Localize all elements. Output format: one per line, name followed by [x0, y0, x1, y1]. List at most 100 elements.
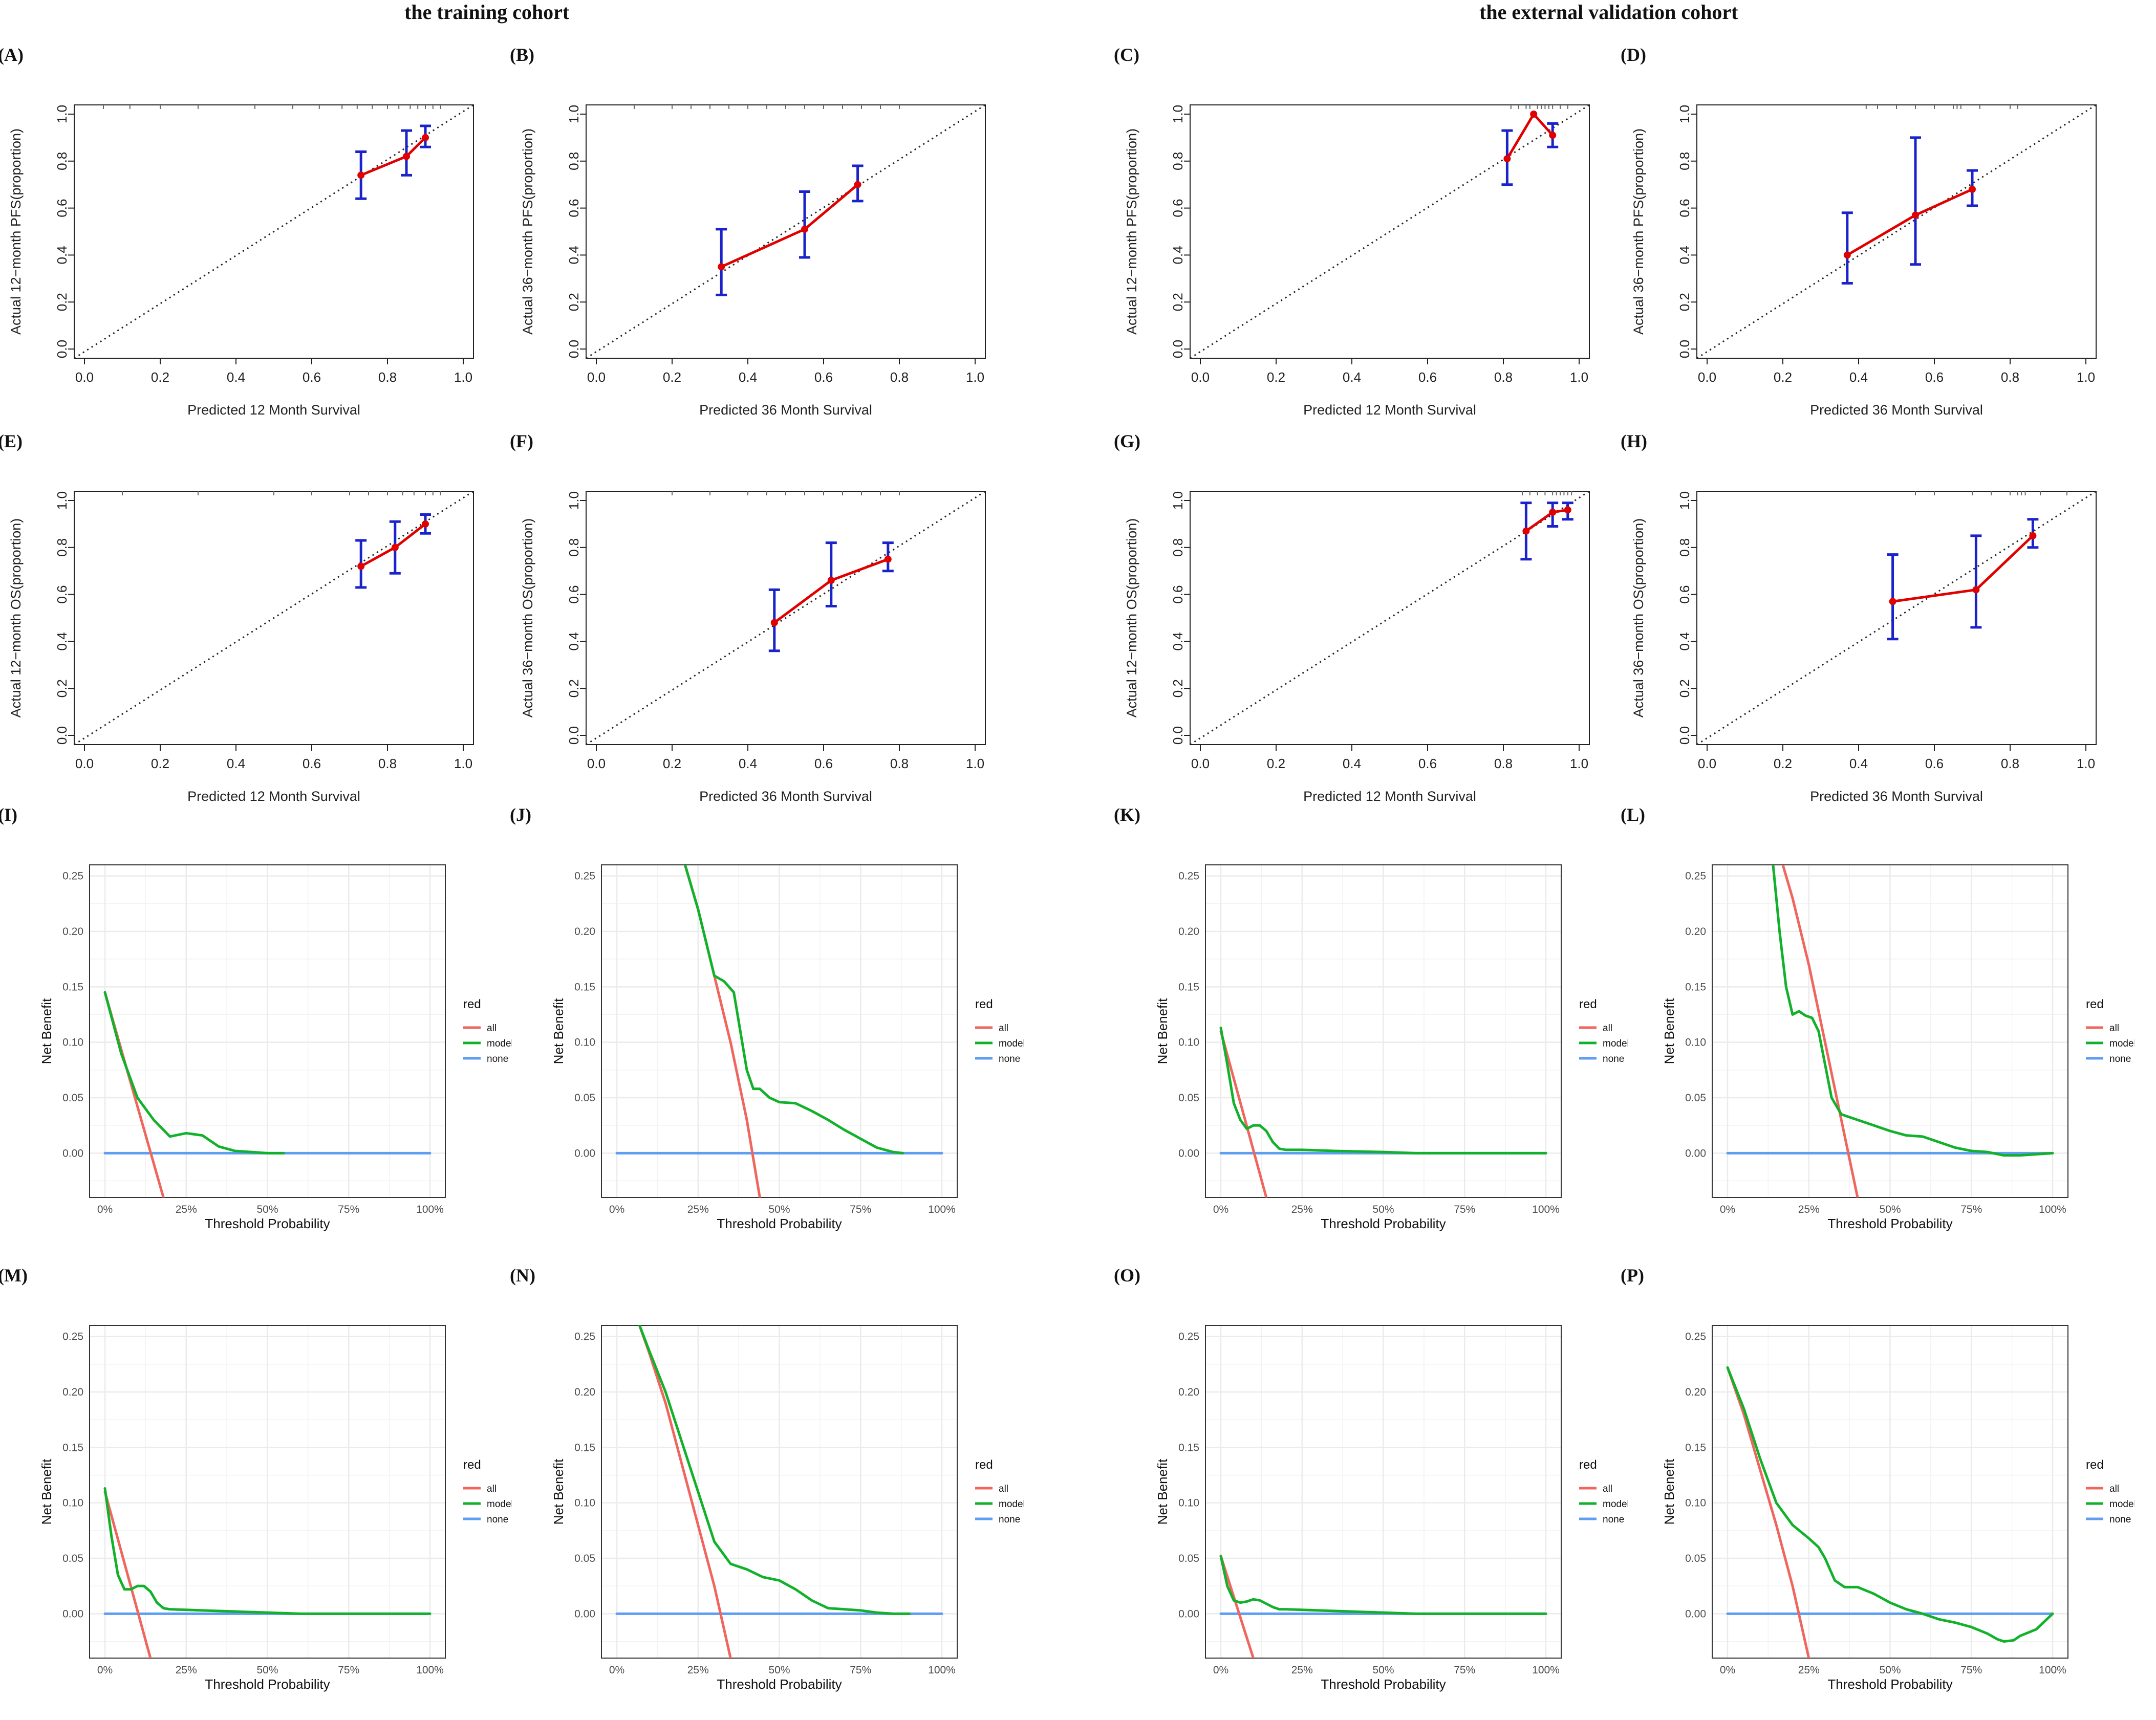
x-tick-label: 75% — [1454, 1664, 1475, 1676]
legend-title: red — [1579, 997, 1597, 1011]
y-axis-title: Net Benefit — [551, 998, 566, 1064]
x-axis-title: Threshold Probability — [205, 1677, 330, 1692]
y-tick-label: 0.2 — [1677, 293, 1692, 311]
x-tick-label: 75% — [1960, 1204, 1982, 1215]
x-tick-label: 50% — [1879, 1204, 1901, 1215]
reference-diagonal — [1190, 104, 1590, 359]
y-tick-label: 0.0 — [1170, 340, 1185, 358]
y-tick-label: 0.0 — [1677, 726, 1692, 745]
y-tick-label: 0.4 — [566, 246, 581, 264]
panel-k-svg: 0% 25% 50% 75% 100% 0.00 0.05 0.10 0.15 0.20 0.25 T… — [1155, 864, 1629, 1231]
x-tick-label: 0.0 — [587, 756, 606, 771]
y-axis-title: Net Benefit — [1662, 998, 1677, 1064]
y-tick-label: 0.25 — [574, 1331, 595, 1343]
series-all-line — [683, 865, 761, 1198]
x-tick-label: 0.6 — [1925, 369, 1944, 385]
x-axis-title: Predicted 12 Month Survival — [1303, 402, 1476, 418]
calibration-point — [718, 263, 725, 271]
y-tick-label: 0.8 — [1677, 538, 1692, 557]
y-axis-title: Actual 12−month OS(proportion) — [8, 518, 24, 717]
panel-h-svg: 0.0 0.2 0.4 0.6 0.8 1.0 0.0 0.2 0.4 0.6 0.8 1.0 Pred… — [1631, 490, 2097, 804]
x-tick-label: 0% — [1720, 1664, 1735, 1676]
reference-diagonal — [1696, 104, 2097, 359]
series-all-line — [1219, 1555, 1255, 1658]
y-tick-label: 0.15 — [1178, 981, 1199, 993]
y-tick-label: 0.4 — [54, 632, 70, 650]
panel-a-svg: 0.0 0.2 0.4 0.6 0.8 1.0 0.0 0.2 0.4 0.6 0.8 1.0 Pred… — [8, 104, 474, 418]
legend-title: red — [975, 997, 993, 1011]
y-tick-label: 0.6 — [1170, 585, 1185, 604]
y-tick-label: 0.00 — [62, 1147, 83, 1159]
x-axis-title: Predicted 36 Month Survival — [1810, 402, 1983, 418]
x-tick-label: 0% — [609, 1664, 624, 1676]
panel-label: (G) — [1114, 431, 1140, 451]
calibration-point — [827, 577, 835, 584]
calibration-point — [1969, 185, 1976, 193]
y-tick-label: 0.2 — [1170, 293, 1185, 311]
y-axis-title: Net Benefit — [39, 998, 54, 1064]
legend-label-none: none — [1603, 1514, 1624, 1525]
y-tick-label: 0.15 — [1685, 981, 1706, 993]
y-tick-label: 0.8 — [566, 152, 581, 170]
reference-diagonal — [586, 104, 986, 359]
calibration-point — [1522, 527, 1530, 535]
y-tick-label: 0.2 — [1677, 679, 1692, 698]
y-axis-title: Actual 36−month OS(proportion) — [1631, 518, 1646, 717]
y-axis-title: Actual 36−month OS(proportion) — [520, 518, 535, 717]
y-tick-label: 0.20 — [1178, 1386, 1199, 1398]
legend-label-none: none — [487, 1054, 508, 1064]
x-tick-label: 0.0 — [1191, 756, 1210, 771]
y-tick-label: 0.15 — [574, 981, 595, 993]
y-axis-title: Net Benefit — [1155, 998, 1170, 1064]
legend-label-model: model — [1603, 1499, 1628, 1510]
legend-label-all: all — [1603, 1023, 1612, 1034]
y-tick-label: 0.0 — [1170, 726, 1185, 745]
y-tick-label: 0.15 — [1685, 1442, 1706, 1453]
legend-label-none: none — [2109, 1514, 2131, 1525]
y-tick-label: 0.20 — [574, 1386, 595, 1398]
y-tick-label: 0.05 — [62, 1092, 83, 1104]
x-tick-label: 0.6 — [814, 756, 833, 771]
calibration-line — [1846, 188, 1973, 256]
panel-c: (C) 0.0 0.2 0.4 0.6 0.8 1.0 0.0 0.2 0.4 0.6 0.8 1.0 P… — [1114, 45, 1628, 435]
plot-frame — [89, 864, 446, 1198]
x-axis-title: Threshold Probability — [717, 1216, 842, 1231]
series-all-line — [638, 1325, 732, 1658]
y-tick-label: 0.2 — [566, 679, 581, 698]
x-tick-label: 25% — [687, 1204, 709, 1215]
legend-label-none: none — [487, 1514, 508, 1525]
calibration-point — [801, 225, 808, 233]
panel-n-svg: 0% 25% 50% 75% 100% 0.00 0.05 0.10 0.15 0.20 0.25 T… — [551, 1325, 1025, 1692]
y-tick-label: 0.05 — [62, 1553, 83, 1564]
panel-label: (J) — [510, 804, 531, 825]
series-model-line — [103, 991, 285, 1155]
calibration-point — [884, 555, 892, 563]
calibration-line — [1892, 535, 2034, 603]
calibration-point — [1843, 251, 1851, 259]
legend-label-model: model — [999, 1038, 1024, 1049]
x-tick-label: 0.8 — [378, 369, 397, 385]
calibration-point — [422, 520, 429, 528]
legend-label-all: all — [999, 1023, 1008, 1034]
x-tick-label: 50% — [768, 1664, 790, 1676]
x-tick-label: 0.8 — [2001, 756, 2019, 771]
x-tick-label: 100% — [416, 1204, 444, 1215]
y-tick-label: 0.6 — [1170, 199, 1185, 217]
plot-frame — [601, 1325, 958, 1659]
panel-label: (H) — [1621, 431, 1647, 451]
plot-frame — [1696, 491, 2097, 745]
y-tick-label: 0.8 — [54, 152, 70, 170]
panel-g: (G) 0.0 0.2 0.4 0.6 0.8 1.0 0.0 0.2 0.4 0.6 0.8 1.0 P… — [1114, 431, 1628, 821]
x-tick-label: 100% — [2039, 1664, 2066, 1676]
y-tick-label: 0.25 — [1685, 1331, 1706, 1343]
y-tick-label: 0.0 — [1677, 340, 1692, 358]
x-tick-label: 0.6 — [303, 756, 321, 771]
y-tick-label: 0.4 — [54, 246, 70, 264]
series-all-line — [1219, 1030, 1268, 1198]
legend-label-model: model — [1603, 1038, 1628, 1049]
x-tick-label: 0.6 — [1418, 756, 1437, 771]
series-model-line — [1219, 1555, 1547, 1615]
panel-f: (F) 0.0 0.2 0.4 0.6 0.8 1.0 0.0 0.2 0.4 0.6 0.8 1.0 P… — [510, 431, 1024, 821]
y-tick-label: 0.00 — [1178, 1608, 1199, 1620]
